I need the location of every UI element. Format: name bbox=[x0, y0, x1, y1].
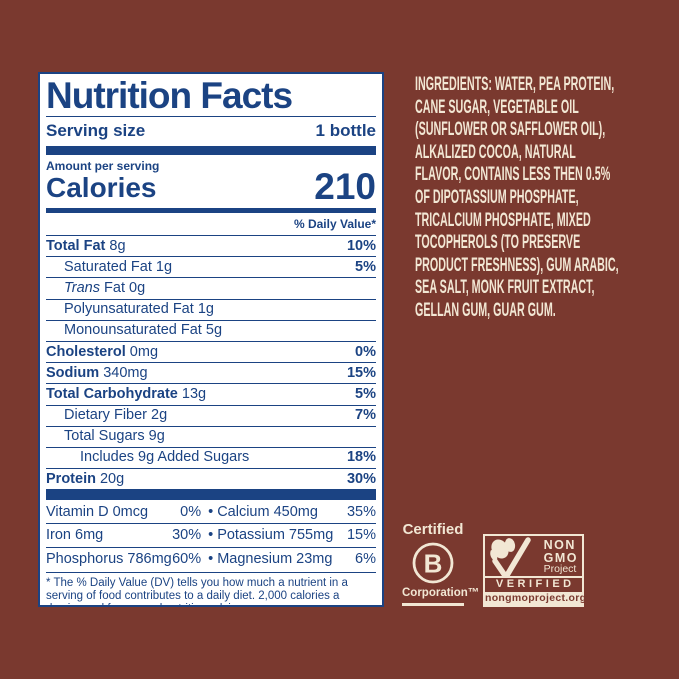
nutrient-name: Dietary Fiber bbox=[64, 407, 147, 424]
bcorp-corporation-label: Corporation™ bbox=[402, 587, 480, 599]
vitamin-left-percent: 30% bbox=[172, 527, 202, 544]
vitamin-right-name: • Potassium 755mg bbox=[208, 527, 334, 544]
nutrient-name: Fat bbox=[100, 279, 125, 296]
vitamin-right-percent: 35% bbox=[346, 503, 376, 520]
nutrient-row-total-sugars: Total Sugars 9g bbox=[46, 425, 376, 447]
nutrient-percent: 7% bbox=[355, 407, 376, 424]
amount-per-serving-label: Amount per serving bbox=[46, 159, 160, 173]
medium-divider-bar bbox=[46, 208, 376, 213]
vitamin-left-percent: 0% bbox=[180, 503, 202, 520]
nutrient-amount: 0mg bbox=[129, 343, 159, 360]
nutrient-row-sodium: Sodium 340mg 15% bbox=[46, 362, 376, 383]
nutrient-name: Protein bbox=[46, 470, 96, 487]
vitamin-row-phosphorus-magnesium: Phosphorus 786mg 60% • Magnesium 23mg 6% bbox=[46, 546, 376, 571]
nutrient-row-dietary-fiber: Dietary Fiber 2g 7% bbox=[46, 404, 376, 426]
nutrient-amount: 20g bbox=[99, 470, 125, 487]
nutrient-amount: 1g bbox=[155, 258, 173, 275]
nutrient-amount: 0g bbox=[129, 279, 146, 296]
nutrient-row-total-carbohydrate: Total Carbohydrate 13g 5% bbox=[46, 383, 376, 404]
nutrient-amount: 340mg bbox=[103, 364, 148, 381]
nutrient-row-saturated-fat: Saturated Fat 1g 5% bbox=[46, 256, 376, 277]
thick-divider-bar bbox=[46, 146, 376, 155]
vitamin-right-percent: 6% bbox=[355, 551, 376, 568]
serving-size-label: Serving size bbox=[46, 121, 146, 140]
serving-size-row: Serving size 1 bottle bbox=[46, 117, 376, 146]
ingredients-text: INGREDIENTS: WATER, PEA PROTEIN, CANE SU… bbox=[415, 74, 619, 321]
calories-row: Calories 210 bbox=[46, 166, 376, 207]
nutrient-name: Total Sugars bbox=[64, 428, 145, 445]
protein-divider-bar bbox=[46, 489, 376, 501]
nutrient-amount: 5g bbox=[205, 322, 223, 339]
bcorp-certified-label: Certified bbox=[402, 521, 464, 538]
nutrient-percent: 15% bbox=[346, 364, 376, 381]
nutrient-name: Sodium bbox=[46, 364, 100, 381]
nutrient-amount: 8g bbox=[109, 237, 126, 254]
vitamin-right-percent: 15% bbox=[346, 527, 376, 544]
nutrient-amount: 2g bbox=[151, 407, 168, 424]
nutrient-amount: 1g bbox=[197, 301, 214, 318]
nutrient-name: Polyunsaturated Fat bbox=[64, 301, 194, 318]
nutrient-name: Total Fat bbox=[46, 237, 106, 254]
nongmo-project-label: Project bbox=[543, 563, 577, 575]
nongmo-badge: NON GMO Project VERIFIED nongmoproject.o… bbox=[483, 534, 587, 607]
bcorp-underline bbox=[402, 603, 464, 606]
nutrient-name: Cholesterol bbox=[46, 343, 126, 360]
vitamin-row-d-calcium: Vitamin D 0mcg 0% • Calcium 450mg 35% bbox=[46, 500, 376, 523]
nongmo-gmo-label: GMO bbox=[543, 550, 578, 565]
nutrient-name: Includes 9g Added Sugars bbox=[80, 449, 250, 466]
nutrient-row-monounsaturated-fat: Monounsaturated Fat 5g bbox=[46, 319, 376, 341]
nutrient-row-trans-fat: Trans Fat 0g bbox=[46, 277, 376, 298]
calories-label: Calories bbox=[46, 172, 157, 203]
vitamin-right-name: • Magnesium 23mg bbox=[208, 551, 333, 568]
nongmo-url-bar: nongmoproject.org bbox=[485, 592, 587, 605]
daily-value-header: % Daily Value* bbox=[293, 217, 376, 231]
title-divider bbox=[46, 116, 376, 117]
daily-value-footnote: * The % Daily Value (DV) tells you how m… bbox=[46, 571, 376, 605]
nutrient-row-total-fat: Total Fat 8g 10% bbox=[46, 235, 376, 256]
nutrient-percent: 18% bbox=[346, 449, 376, 466]
nutrient-amount: 9g bbox=[148, 428, 165, 445]
nutrient-name-italic: Trans bbox=[64, 279, 100, 296]
nutrient-row-polyunsaturated-fat: Polyunsaturated Fat 1g bbox=[46, 298, 376, 320]
nutrient-name: Saturated Fat bbox=[64, 258, 152, 275]
nutrition-facts-title: Nutrition Facts bbox=[46, 75, 293, 116]
nutrient-row-added-sugars: Includes 9g Added Sugars 18% bbox=[46, 446, 376, 468]
vitamin-left-name: Vitamin D 0mcg bbox=[46, 503, 149, 520]
svg-text:B: B bbox=[424, 549, 443, 579]
nongmo-non-label: NON bbox=[543, 538, 576, 552]
vitamin-left-percent: 60% bbox=[172, 551, 202, 568]
vitamin-left-name: Iron 6mg bbox=[46, 527, 104, 544]
nutrient-percent: 5% bbox=[355, 258, 376, 275]
nutrient-row-cholesterol: Cholesterol 0mg 0% bbox=[46, 340, 376, 362]
bcorp-badge: Certified B Corporation™ bbox=[402, 521, 480, 606]
nutrient-percent: 30% bbox=[346, 470, 376, 487]
nutrient-name: Total Carbohydrate bbox=[46, 385, 178, 402]
vitamin-right-name: • Calcium 450mg bbox=[208, 503, 318, 520]
nutrient-amount: 13g bbox=[181, 385, 207, 402]
vitamin-left-name: Phosphorus 786mg bbox=[46, 551, 172, 568]
nutrient-row-protein: Protein 20g 30% bbox=[46, 468, 376, 489]
nutrient-name: Monounsaturated Fat bbox=[64, 322, 202, 339]
calories-value: 210 bbox=[314, 166, 376, 207]
nongmo-verified-label: VERIFIED bbox=[485, 576, 582, 592]
nutrition-label-panel: Nutrition Facts Serving size 1 bottle Am… bbox=[38, 72, 384, 607]
nutrient-percent: 0% bbox=[355, 343, 376, 360]
serving-size-value: 1 bottle bbox=[315, 121, 376, 140]
butterfly-checkmark-icon bbox=[490, 537, 531, 576]
bcorp-circle-b-icon: B bbox=[412, 542, 454, 584]
vitamin-row-iron-potassium: Iron 6mg 30% • Potassium 755mg 15% bbox=[46, 523, 376, 547]
nutrient-percent: 5% bbox=[355, 385, 376, 402]
nutrient-percent: 10% bbox=[346, 237, 376, 254]
